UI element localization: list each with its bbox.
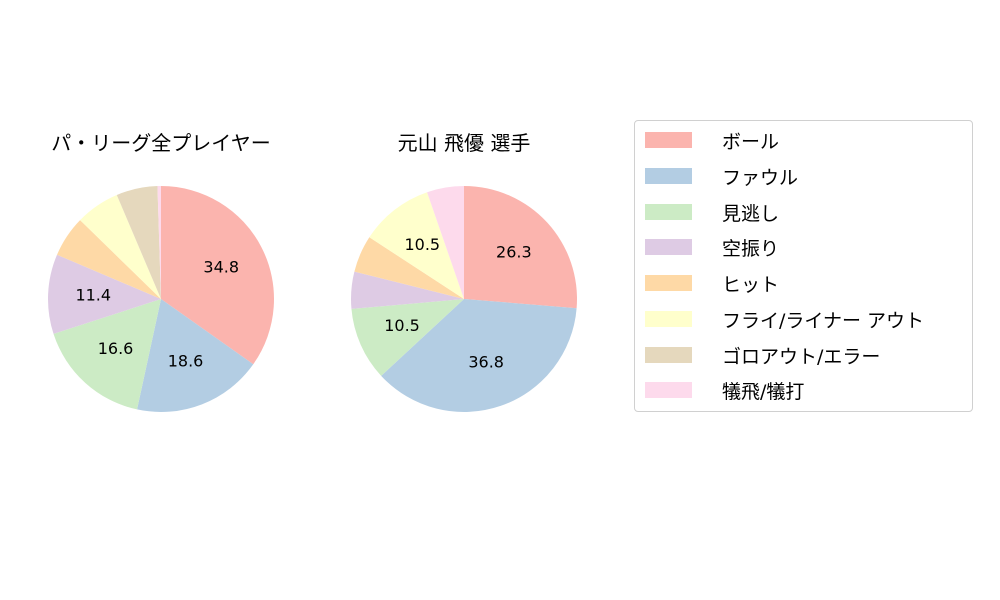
legend-item-ground-out-error: ゴロアウト/エラー: [645, 345, 880, 368]
pie-slice-label: 11.4: [75, 286, 111, 305]
pie-slice: [80, 195, 161, 299]
legend-label: 犠飛/犠打: [722, 380, 805, 403]
legend-item-swinging-strike: 空振り: [645, 237, 779, 260]
pie-slice: [161, 186, 274, 365]
right-pie-chart: 26.3 36.8 10.5 10.5: [351, 186, 577, 412]
legend-label: 見逃し: [722, 202, 780, 225]
legend-label: 空振り: [722, 237, 780, 260]
legend-item-sacrifice: 犠飛/犠打: [645, 380, 804, 403]
legend-label: ファウル: [722, 166, 799, 189]
pie-slice: [137, 299, 254, 412]
pie-slice: [351, 299, 464, 376]
pie-slice: [57, 220, 161, 299]
legend: ボール ファウル 見逃し 空振り ヒット フライ/ライナー アウト ゴロアウト/…: [634, 120, 973, 412]
pie-slice: [116, 186, 161, 299]
pie-slice: [369, 192, 464, 299]
pie-slice-label: 10.5: [384, 316, 420, 335]
legend-swatch: [645, 132, 692, 148]
legend-swatch: [645, 311, 692, 327]
legend-label: ヒット: [722, 273, 780, 296]
pie-slice-label: 18.6: [168, 352, 204, 371]
legend-swatch: [645, 347, 692, 363]
pie-slice: [157, 186, 161, 299]
legend-item-foul: ファウル: [645, 166, 798, 189]
legend-swatch: [645, 204, 692, 220]
pie-slice-label: 10.5: [404, 235, 440, 254]
left-pie-chart: 34.8 18.6 16.6 11.4: [48, 186, 274, 412]
legend-label: フライ/ライナー アウト: [722, 309, 925, 332]
pie-slice: [354, 237, 464, 299]
legend-item-called-strike: 見逃し: [645, 202, 779, 225]
legend-item-fly-liner-out: フライ/ライナー アウト: [645, 309, 924, 332]
legend-label: ボール: [722, 130, 780, 153]
pie-slice: [427, 186, 464, 299]
pie-slice-label: 16.6: [98, 339, 134, 358]
pie-slice: [53, 299, 162, 410]
pie-slice-label: 36.8: [468, 353, 504, 372]
legend-swatch: [645, 275, 692, 291]
legend-swatch: [645, 168, 692, 184]
pie-slice-label: 34.8: [203, 257, 239, 276]
pie-slice: [464, 186, 577, 309]
pie-slice: [381, 299, 577, 412]
pie-slice-label: 26.3: [496, 243, 532, 262]
legend-swatch: [645, 239, 692, 255]
pie-slice: [351, 271, 464, 309]
legend-swatch: [645, 382, 692, 398]
right-chart-title: 元山 飛優 選手: [397, 131, 531, 155]
legend-label: ゴロアウト/エラー: [722, 345, 881, 368]
legend-item-ball: ボール: [645, 130, 779, 153]
pie-slice: [48, 254, 161, 334]
left-chart-title: パ・リーグ全プレイヤー: [51, 131, 271, 155]
legend-item-hit: ヒット: [645, 273, 779, 296]
